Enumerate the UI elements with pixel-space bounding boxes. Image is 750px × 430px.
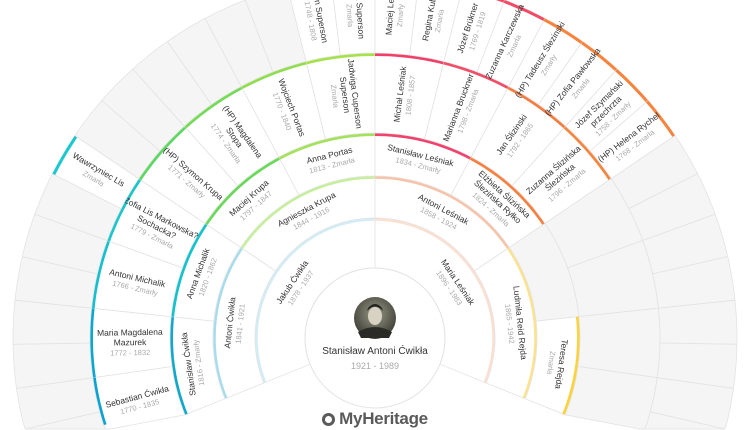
lineage-arc bbox=[562, 316, 581, 415]
lineage-arc bbox=[375, 218, 495, 383]
lineage-arc bbox=[52, 135, 78, 175]
lineage-arc bbox=[107, 178, 142, 242]
ancestor-name: Maria Magdalena bbox=[97, 327, 163, 338]
lineage-arc bbox=[241, 61, 307, 90]
empty-ancestor-slot[interactable] bbox=[639, 411, 725, 430]
lineage-arc bbox=[240, 176, 376, 249]
root-person-card[interactable]: Stanisław Antoni Ćwikła 1921 - 1989 bbox=[304, 267, 446, 409]
ancestor-label: Maciej Leś Zmarły bbox=[384, 0, 406, 35]
ancestor-years: Zmarła bbox=[329, 84, 341, 109]
sector-background bbox=[639, 411, 725, 430]
ancestor-name: Superson bbox=[338, 76, 352, 114]
lineage-arc bbox=[255, 218, 375, 383]
lineage-arc bbox=[374, 133, 472, 160]
ancestor-years: Zmarła bbox=[545, 351, 557, 376]
lineage-arc bbox=[278, 133, 376, 160]
lineage-arc bbox=[443, 61, 509, 90]
lineage-arc bbox=[507, 86, 566, 129]
lineage-arc bbox=[580, 41, 618, 72]
ancestor-card[interactable]: Zofia Lis Markowska?Sochacka?1779 - Zmar… bbox=[106, 178, 206, 269]
ancestor-years: Zmarła bbox=[433, 8, 446, 33]
lineage-arc bbox=[184, 86, 243, 129]
ancestor-years: Zmarły bbox=[395, 3, 405, 27]
logo-text: MyHeritage bbox=[339, 409, 428, 428]
ancestor-years: 1772 - 1832 bbox=[110, 348, 150, 358]
ancestor-name: na Superson bbox=[354, 0, 367, 39]
lineage-arc bbox=[615, 68, 649, 103]
empty-ancestor-slot[interactable] bbox=[577, 307, 661, 379]
lineage-arc bbox=[645, 100, 676, 138]
lineage-arc bbox=[91, 240, 111, 309]
ancestor-years: 1841 - 1921 bbox=[234, 303, 247, 344]
lineage-arc bbox=[90, 308, 96, 378]
avatar[interactable] bbox=[354, 297, 396, 339]
ancestor-years: 1865 - 1942 bbox=[503, 303, 516, 344]
lineage-arc bbox=[205, 156, 281, 226]
lineage-arc bbox=[563, 126, 612, 181]
root-years: 1921 - 1989 bbox=[351, 361, 399, 371]
lineage-arc bbox=[138, 126, 187, 181]
myheritage-logo: MyHeritage bbox=[0, 410, 750, 428]
lineage-arc bbox=[503, 0, 545, 22]
ancestor-name: Mazurek bbox=[114, 337, 148, 348]
lineage-arc bbox=[171, 223, 208, 317]
lineage-arc bbox=[92, 377, 107, 426]
sector-background bbox=[657, 299, 738, 345]
lineage-arc bbox=[543, 18, 583, 44]
sector-background bbox=[577, 307, 661, 379]
lineage-arc bbox=[213, 247, 243, 399]
lineage-arc bbox=[374, 176, 510, 249]
lineage-arc bbox=[169, 316, 188, 415]
lineage-arc bbox=[469, 156, 545, 226]
empty-ancestor-slot[interactable] bbox=[657, 299, 738, 345]
lineage-arc bbox=[507, 247, 537, 399]
ancestor-name: Maciej Leś bbox=[384, 0, 396, 35]
lineage-arc bbox=[374, 53, 444, 65]
root-name: Stanisław Antoni Ćwikła bbox=[322, 344, 428, 357]
myheritage-logo-icon bbox=[322, 413, 336, 426]
lineage-arc bbox=[306, 53, 376, 65]
ancestor-years: Zmarła bbox=[345, 4, 355, 29]
